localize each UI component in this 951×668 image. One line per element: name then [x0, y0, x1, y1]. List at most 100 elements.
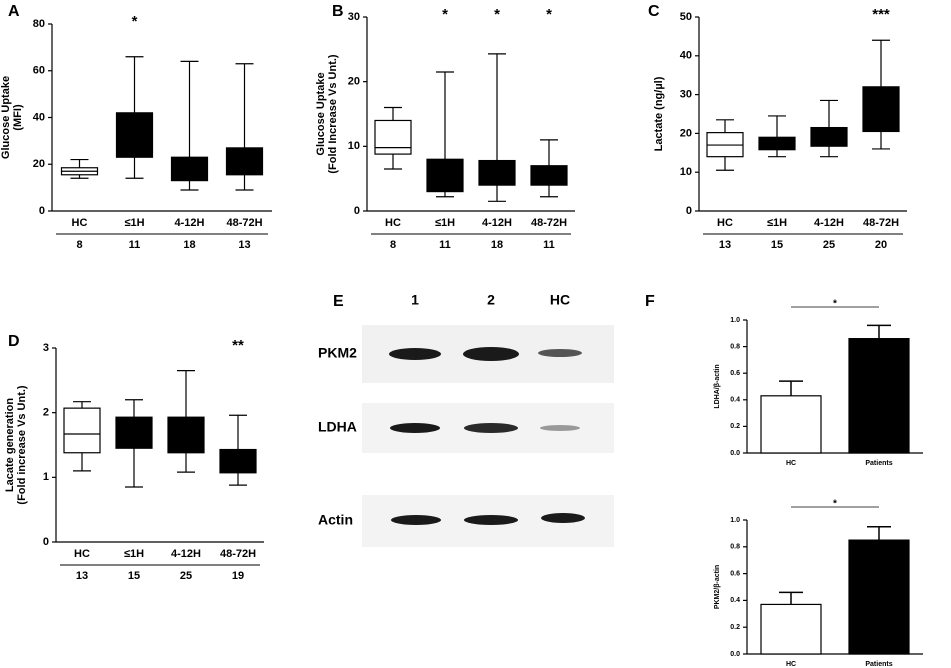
x-tick-label: 48-72H	[531, 217, 567, 229]
significance: *	[546, 6, 552, 23]
box	[810, 126, 848, 147]
count-label: 8	[76, 239, 82, 251]
box	[530, 165, 568, 186]
x-tick-label: ≤1H	[435, 217, 455, 229]
x-tick-label: HC	[786, 460, 796, 467]
count-label: 11	[439, 239, 451, 251]
count-label: 15	[771, 239, 783, 251]
y-tick-label: 80	[33, 18, 45, 30]
y-tick-label: 0.2	[730, 423, 740, 430]
x-tick-label: 48-72H	[863, 217, 899, 229]
count-label: 11	[129, 239, 141, 251]
y-tick-label: 30	[680, 89, 692, 101]
y-axis-label: Glucose Uptake	[0, 76, 12, 159]
count-label: 13	[238, 239, 250, 251]
y-tick-label: 10	[680, 166, 692, 178]
box	[167, 416, 205, 454]
y-axis-label: (Fold Increase Vs Unt.)	[327, 54, 339, 174]
y-axis-label: LDHA/β-actin	[714, 364, 721, 408]
x-tick-label: 4-12H	[482, 217, 512, 229]
x-tick-label: HC	[717, 217, 733, 229]
x-tick-label: 4-12H	[175, 217, 205, 229]
band	[463, 347, 519, 361]
box	[374, 119, 412, 155]
y-tick-label: 20	[680, 127, 692, 139]
x-tick-label: 4-12H	[814, 217, 844, 229]
y-tick-label: 0	[39, 205, 45, 217]
band	[464, 423, 518, 433]
band	[390, 423, 440, 433]
bar	[760, 395, 822, 454]
y-tick-label: 0	[354, 205, 360, 217]
x-tick-label: ≤1H	[124, 548, 144, 560]
significance: *	[494, 6, 500, 23]
x-tick-label: ≤1H	[124, 217, 144, 229]
band	[464, 515, 518, 525]
count-label: 13	[719, 239, 731, 251]
y-tick-label: 60	[33, 65, 45, 77]
western-blot: E 1 2 HC PKM2 LDHA Actin	[318, 292, 614, 547]
y-tick-label: 0.4	[730, 597, 740, 604]
x-tick-label: HC	[786, 661, 796, 668]
y-axis-label: (Fold increase Vs Unt.)	[16, 385, 28, 505]
box	[862, 86, 900, 133]
significance: **	[232, 337, 244, 354]
count-label: 18	[183, 239, 195, 251]
panel-letter: D	[8, 333, 20, 350]
x-tick-label: 48-72H	[220, 548, 256, 560]
x-tick-label: HC	[385, 217, 401, 229]
box	[115, 112, 154, 158]
x-tick-label: ≤1H	[767, 217, 787, 229]
y-tick-label: 0	[43, 536, 49, 548]
y-tick-label: 0.8	[730, 544, 740, 551]
x-tick-label: HC	[74, 548, 90, 560]
x-tick-label: Patients	[865, 661, 892, 668]
panel-letter: B	[332, 3, 344, 20]
y-tick-label: 0	[686, 205, 692, 217]
lane-label: 1	[411, 292, 419, 308]
count-label: 20	[875, 239, 887, 251]
y-axis-label: Glucose Uptake	[315, 72, 327, 155]
bar	[848, 539, 910, 655]
count-label: 25	[180, 570, 192, 582]
significance: *	[442, 6, 448, 23]
count-label: 11	[543, 239, 555, 251]
y-tick-label: 0.8	[730, 343, 740, 350]
count-label: 19	[232, 570, 244, 582]
bar	[848, 338, 910, 454]
y-tick-label: 2	[43, 407, 49, 419]
x-tick-label: HC	[72, 217, 88, 229]
band-label: PKM2	[318, 345, 357, 361]
y-axis-label: Lacate generation	[4, 398, 16, 492]
box	[63, 407, 101, 454]
y-tick-label: 10	[348, 140, 360, 152]
y-axis-label: (MFI)	[12, 104, 24, 131]
box	[170, 156, 209, 182]
box	[225, 147, 264, 176]
box	[219, 448, 257, 474]
significance: *	[833, 499, 837, 510]
lane-label: 2	[487, 292, 495, 308]
y-tick-label: 20	[348, 76, 360, 88]
panel-letter: F	[645, 293, 655, 310]
y-tick-label: 30	[348, 11, 360, 23]
x-tick-label: 4-12H	[171, 548, 201, 560]
y-tick-label: 0.0	[730, 450, 740, 457]
y-axis-label: Lactate (ng/µl)	[653, 76, 665, 151]
count-label: 18	[491, 239, 503, 251]
significance: *	[132, 13, 138, 30]
count-label: 25	[823, 239, 835, 251]
y-tick-label: 40	[680, 50, 692, 62]
band	[541, 513, 585, 523]
box	[478, 159, 516, 186]
x-tick-label: 48-72H	[226, 217, 262, 229]
panel-letter: E	[333, 293, 344, 310]
y-tick-label: 20	[33, 158, 45, 170]
band	[391, 515, 441, 525]
y-tick-label: 0.6	[730, 370, 740, 377]
box	[758, 136, 796, 151]
bar	[760, 603, 822, 655]
box	[115, 416, 153, 449]
y-tick-label: 0.0	[730, 651, 740, 658]
